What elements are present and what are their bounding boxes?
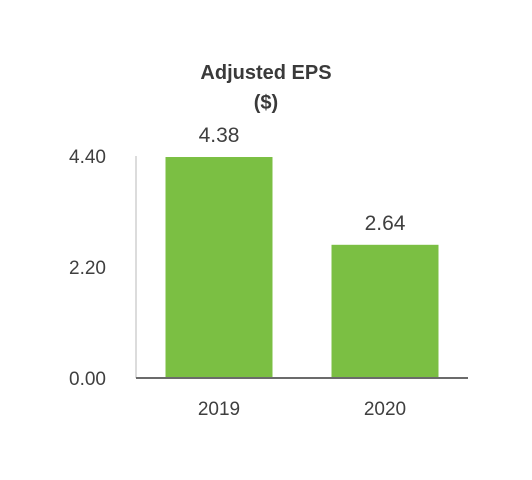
y-tick-label: 4.40	[69, 147, 106, 168]
data-label: 2.64	[365, 212, 406, 235]
y-tick-label: 0.00	[69, 369, 106, 390]
chart-subtitle: ($)	[253, 92, 279, 114]
data-label: 4.38	[199, 124, 240, 147]
bar-2019	[165, 157, 273, 378]
x-tick-label: 2020	[364, 399, 406, 420]
y-tick-label: 2.20	[69, 258, 106, 279]
bar-2020	[331, 244, 439, 378]
chart-title: Adjusted EPS	[200, 62, 332, 84]
x-tick-label: 2019	[198, 399, 240, 420]
